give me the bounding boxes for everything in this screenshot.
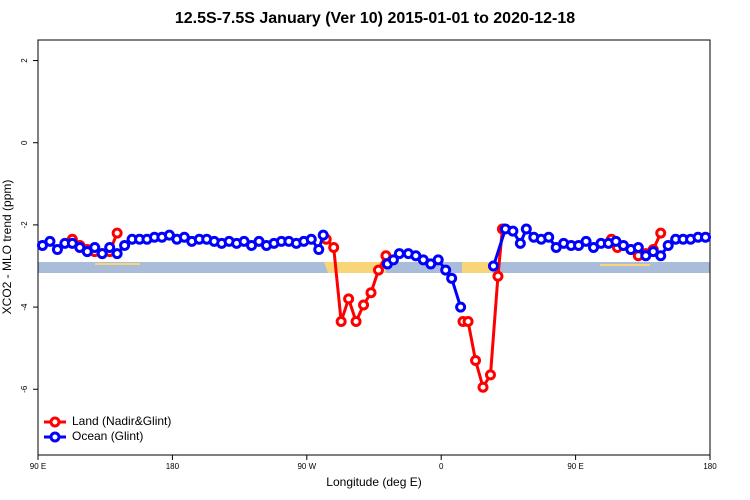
x-tick-label: 0 [439,462,444,471]
legend-label: Ocean (Glint) [72,429,143,443]
legend-marker [49,431,61,443]
x-tick-label: 90 E [30,462,46,471]
chart-title: 12.5S-7.5S January (Ver 10) 2015-01-01 t… [175,10,575,27]
x-tick-label: 180 [166,462,180,471]
point [655,250,667,262]
point [492,270,504,282]
point [432,254,444,266]
point [313,244,325,256]
point [111,248,123,260]
point [51,244,63,256]
x-tick-label: 90 E [567,462,583,471]
point [104,242,116,253]
point [387,254,399,266]
point [455,301,467,313]
point [446,272,458,284]
y-tick-label: -6 [20,385,29,393]
point [372,264,384,276]
point [350,315,362,327]
land-speck [95,263,140,265]
y-axis-label: XCO2 - MLO trend (ppm) [0,180,14,315]
point [514,237,526,249]
y-tick-label: -4 [20,303,29,311]
point [335,315,347,327]
point [393,248,405,260]
point [487,260,499,272]
point [655,227,667,239]
y-tick-label: 2 [20,58,29,63]
point [89,242,101,253]
point [440,264,452,276]
point [520,223,532,235]
point [305,233,317,245]
point [317,229,329,241]
point [96,248,108,260]
y-tick-label: 0 [20,140,29,145]
point [632,242,644,253]
point [44,235,56,247]
point [484,369,496,381]
point [662,239,674,251]
legend-marker [49,416,61,428]
point [365,287,377,299]
point [358,299,370,311]
land-band [324,262,386,273]
x-tick-label: 90 W [297,462,316,471]
point [507,225,519,237]
point [543,231,555,243]
y-tick-label: -2 [20,221,29,229]
land-speck [600,264,650,266]
point [477,381,489,393]
x-axis-label: Longitude (deg E) [326,475,421,489]
point [328,242,340,253]
land-band [462,262,492,273]
point [111,227,123,239]
x-tick-label: 180 [703,462,717,471]
point [700,231,712,243]
legend-label: Land (Nadir&Glint) [72,414,171,428]
point [580,235,592,247]
point [119,239,131,251]
point [470,354,482,366]
point [343,293,355,305]
point [462,315,474,327]
